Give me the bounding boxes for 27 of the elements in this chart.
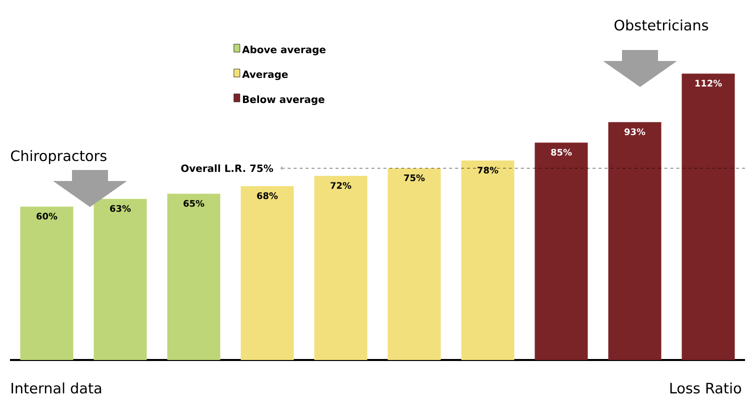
bar — [20, 206, 74, 360]
data-label: 85% — [551, 148, 572, 156]
data-label: 68% — [257, 192, 278, 200]
legend-label: Above average — [242, 46, 326, 56]
legend-label: Below average — [242, 95, 324, 106]
data-label: 93% — [624, 128, 646, 136]
bar — [461, 160, 514, 360]
bar — [534, 142, 588, 360]
bar — [608, 122, 662, 360]
data-label: 63% — [110, 205, 131, 212]
text: Obstetricians — [614, 19, 708, 31]
bar — [167, 194, 220, 360]
bar — [240, 186, 294, 360]
data-label: 72% — [330, 182, 352, 189]
bar — [388, 168, 441, 360]
annotation: Chiropractors — [11, 150, 106, 164]
data-label: 60% — [36, 212, 58, 220]
text: Internal data — [12, 382, 102, 394]
bar — [682, 74, 735, 360]
ref-line-label: Overall L.R. 75% — [181, 164, 274, 172]
text: Loss Ratio — [670, 382, 742, 394]
legend-label: Average — [242, 70, 288, 80]
bar — [314, 176, 368, 360]
data-label: 78% — [478, 166, 498, 174]
data-label: 75% — [404, 174, 425, 182]
data-label: 65% — [184, 200, 204, 207]
data-label: 112% — [695, 80, 722, 87]
